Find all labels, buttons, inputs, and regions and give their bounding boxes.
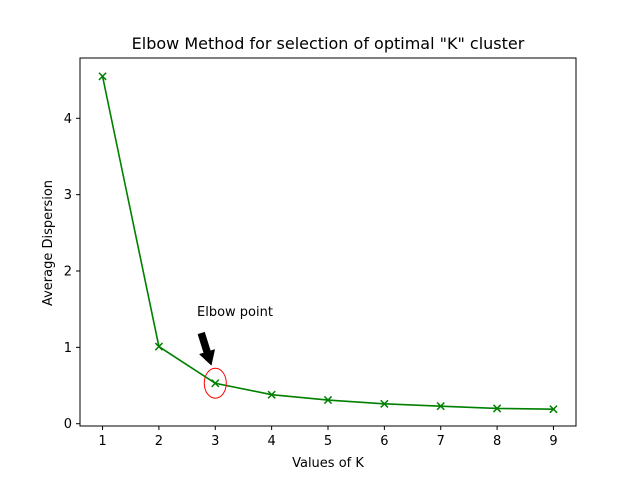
x-axis-label: Values of K <box>292 456 364 471</box>
y-axis-label: Average Dispersion <box>41 180 56 306</box>
data-point-marker <box>436 402 445 411</box>
x-tick-label: 1 <box>98 434 106 449</box>
data-point-marker <box>211 379 220 388</box>
x-tick-label: 2 <box>155 434 163 449</box>
y-tick-label: 0 <box>64 417 72 432</box>
annotation-label: Elbow point <box>197 305 273 320</box>
data-point-marker <box>154 342 164 351</box>
data-point-marker <box>380 399 389 408</box>
x-tick-label: 9 <box>549 434 557 449</box>
plot-frame <box>79 57 577 427</box>
x-tick-label: 4 <box>267 434 275 449</box>
y-tick-label: 2 <box>64 265 72 280</box>
chart-title: Elbow Method for selection of optimal "K… <box>132 34 525 53</box>
x-tick-label: 6 <box>380 434 388 449</box>
elbow-arrow <box>197 331 216 366</box>
data-point-marker <box>98 72 107 81</box>
y-tick-label: 1 <box>64 341 72 356</box>
elbow-highlight-circle <box>203 367 227 399</box>
plot-area: 1 2 3 4 5 6 7 8 9 0 1 2 3 4 Elbow point <box>64 57 577 449</box>
data-point-marker <box>549 405 558 414</box>
x-tick-label: 7 <box>437 434 445 449</box>
series-line <box>101 76 554 410</box>
data-point-marker <box>492 404 502 413</box>
y-tick-label: 4 <box>64 112 72 127</box>
x-tick-label: 3 <box>211 434 219 449</box>
y-tick-label: 3 <box>64 188 72 203</box>
data-point-marker <box>267 390 276 399</box>
data-point-marker <box>323 395 333 405</box>
x-tick-label: 8 <box>493 434 501 449</box>
x-tick-label: 5 <box>324 434 332 449</box>
